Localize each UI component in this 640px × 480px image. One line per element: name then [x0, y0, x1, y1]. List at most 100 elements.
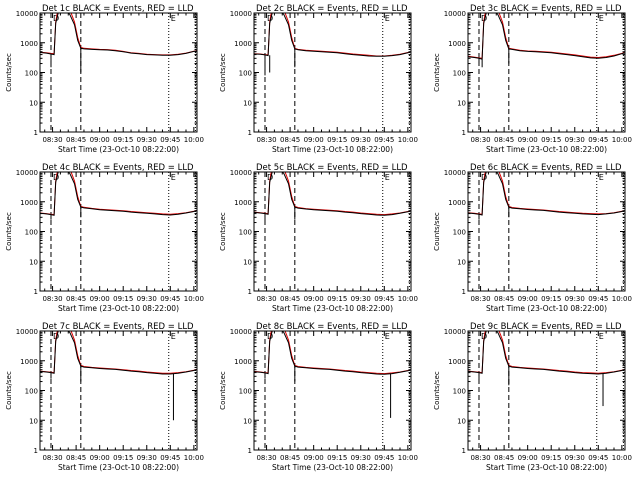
- x-tick-label: 09:30: [137, 295, 157, 303]
- x-axis-label: Start Time (23-Oct-10 08:22:00): [486, 304, 607, 313]
- x-tick-label: 08:30: [42, 136, 62, 144]
- x-tick-label: 09:45: [160, 295, 180, 303]
- y-tick-label: 100: [25, 388, 38, 396]
- y-tick-label: 10000: [16, 10, 38, 18]
- y-tick-label: 1: [248, 288, 252, 296]
- x-axis-label: Start Time (23-Oct-10 08:22:00): [486, 463, 607, 472]
- marker-letter-e: E: [599, 332, 604, 341]
- x-tick-label: 09:00: [518, 136, 538, 144]
- x-tick-label: 10:00: [398, 454, 418, 462]
- y-tick-label: 1000: [234, 199, 252, 207]
- y-axis-label: Counts/sec: [219, 212, 227, 251]
- x-axis-label: Start Time (23-Oct-10 08:22:00): [272, 304, 393, 313]
- y-axis-label: Counts/sec: [5, 53, 13, 92]
- y-tick-label: 10: [243, 99, 252, 107]
- x-tick-label: 10:00: [612, 454, 632, 462]
- x-tick-label: 09:15: [327, 295, 347, 303]
- events-series-line: [468, 331, 625, 375]
- y-tick-label: 1: [248, 129, 252, 137]
- x-axis-label: Start Time (23-Oct-10 08:22:00): [272, 463, 393, 472]
- plot-area: [254, 172, 411, 223]
- events-series-line: [254, 13, 411, 57]
- panel-title: Det 7c BLACK = Events, RED = LLD: [42, 322, 194, 332]
- x-tick-label: 09:30: [565, 454, 585, 462]
- y-tick-label: 1000: [448, 199, 466, 207]
- x-tick-label: 09:00: [518, 295, 538, 303]
- events-series-line: [468, 172, 625, 216]
- x-tick-label: 09:15: [327, 136, 347, 144]
- x-tick-label: 10:00: [184, 454, 204, 462]
- y-tick-label: 1000: [234, 40, 252, 48]
- y-tick-label: 10000: [230, 169, 252, 177]
- marker-letter-e: E: [599, 14, 604, 23]
- panel-title: Det 4c BLACK = Events, RED = LLD: [42, 163, 194, 173]
- y-tick-label: 1000: [448, 40, 466, 48]
- x-tick-label: 10:00: [184, 136, 204, 144]
- y-tick-label: 1: [462, 447, 466, 455]
- x-tick-label: 08:30: [470, 454, 490, 462]
- x-tick-label: 09:15: [113, 454, 133, 462]
- y-tick-label: 100: [25, 229, 38, 237]
- x-tick-label: 09:00: [304, 136, 324, 144]
- x-tick-label: 10:00: [612, 295, 632, 303]
- x-tick-label: 10:00: [184, 295, 204, 303]
- x-tick-label: 09:15: [541, 454, 561, 462]
- x-tick-label: 09:45: [160, 136, 180, 144]
- x-tick-label: 09:30: [565, 295, 585, 303]
- panel-title: Det 1c BLACK = Events, RED = LLD: [42, 4, 194, 14]
- marker-letter-e: E: [385, 14, 390, 23]
- x-tick-label: 09:45: [374, 136, 394, 144]
- y-tick-label: 1000: [448, 358, 466, 366]
- x-tick-label: 09:30: [137, 454, 157, 462]
- x-tick-label: 08:45: [280, 136, 300, 144]
- x-tick-label: 09:30: [565, 136, 585, 144]
- y-tick-label: 100: [453, 229, 466, 237]
- x-tick-label: 09:45: [160, 454, 180, 462]
- x-tick-label: 09:30: [351, 136, 371, 144]
- y-tick-label: 10: [29, 417, 38, 425]
- x-tick-label: 09:30: [137, 136, 157, 144]
- y-tick-label: 10000: [230, 328, 252, 336]
- x-tick-label: 10:00: [398, 295, 418, 303]
- x-tick-label: 09:00: [518, 454, 538, 462]
- y-tick-label: 1000: [20, 199, 38, 207]
- x-tick-label: 10:00: [612, 136, 632, 144]
- panel-title: Det 6c BLACK = Events, RED = LLD: [470, 163, 622, 173]
- marker-letter-e: E: [385, 173, 390, 182]
- y-axis-label: Counts/sec: [433, 371, 441, 410]
- x-axis-label: Start Time (23-Oct-10 08:22:00): [486, 145, 607, 154]
- x-tick-label: 10:00: [398, 136, 418, 144]
- x-tick-label: 09:45: [374, 295, 394, 303]
- y-tick-label: 1000: [234, 358, 252, 366]
- x-tick-label: 09:15: [327, 454, 347, 462]
- x-tick-label: 09:15: [541, 136, 561, 144]
- x-tick-label: 08:45: [494, 454, 514, 462]
- events-series-line: [40, 13, 197, 56]
- x-tick-label: 09:45: [588, 295, 608, 303]
- x-tick-label: 08:45: [280, 295, 300, 303]
- x-tick-label: 09:15: [541, 295, 561, 303]
- x-axis-label: Start Time (23-Oct-10 08:22:00): [272, 145, 393, 154]
- y-tick-label: 10: [29, 99, 38, 107]
- plot-area: [40, 172, 197, 220]
- x-tick-label: 09:00: [304, 454, 324, 462]
- x-tick-label: 09:00: [90, 295, 110, 303]
- x-tick-label: 09:30: [351, 295, 371, 303]
- y-tick-label: 10000: [444, 328, 466, 336]
- y-tick-label: 10000: [444, 169, 466, 177]
- plot-area: [254, 331, 411, 418]
- y-tick-label: 100: [25, 70, 38, 78]
- marker-letter-e: E: [171, 332, 176, 341]
- y-tick-label: 100: [239, 70, 252, 78]
- panel-title: Det 2c BLACK = Events, RED = LLD: [256, 4, 408, 14]
- plot-area: [468, 172, 625, 220]
- y-axis-label: Counts/sec: [219, 53, 227, 92]
- y-tick-label: 10: [457, 258, 466, 266]
- events-series-line: [40, 172, 197, 216]
- x-axis-label: Start Time (23-Oct-10 08:22:00): [58, 304, 179, 313]
